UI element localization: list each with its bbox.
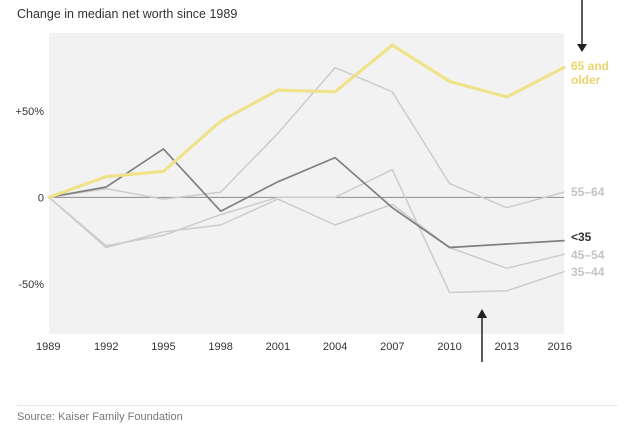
line-chart: +50% 0 -50% 1989 1992 1995 1998 2001 2004 2007 20… bbox=[16, 0, 609, 362]
series-line bbox=[48, 66, 565, 209]
x-tick-label: 2001 bbox=[266, 341, 290, 353]
x-tick-label: 2004 bbox=[323, 341, 347, 353]
series-line bbox=[48, 148, 565, 249]
y-tick-label: 0 bbox=[38, 192, 44, 204]
x-tick-label: 2013 bbox=[495, 341, 519, 353]
x-tick-label: 1995 bbox=[151, 341, 175, 353]
footer-divider bbox=[17, 405, 618, 406]
series-label: <35 bbox=[571, 230, 592, 244]
series-line bbox=[48, 168, 565, 294]
annotation-arrows bbox=[477, 0, 587, 362]
series-label: 35–44 bbox=[571, 265, 605, 279]
x-axis-tick-labels: 1989 1992 1995 1998 2001 2004 2007 2010 2013 2016 bbox=[36, 341, 572, 353]
arrow-up-head bbox=[477, 309, 487, 318]
x-tick-label: 2010 bbox=[437, 341, 461, 353]
series-line bbox=[48, 196, 565, 270]
source-note: Source: Kaiser Family Foundation bbox=[17, 411, 183, 423]
x-tick-label: 1992 bbox=[94, 341, 118, 353]
y-tick-label: +50% bbox=[16, 106, 45, 118]
y-tick-label: -50% bbox=[18, 279, 44, 291]
series-label: older bbox=[571, 73, 601, 87]
series-label: 55–64 bbox=[571, 185, 605, 199]
chart-title: Change in median net worth since 1989 bbox=[17, 7, 238, 21]
x-tick-label: 1989 bbox=[36, 341, 60, 353]
series-label: 65 and bbox=[571, 59, 609, 73]
x-tick-label: 2007 bbox=[380, 341, 404, 353]
series-line bbox=[47, 43, 566, 199]
series-lines bbox=[47, 43, 566, 294]
x-tick-label: 2016 bbox=[548, 341, 572, 353]
series-label: 45–54 bbox=[571, 248, 605, 262]
x-tick-label: 1998 bbox=[208, 341, 232, 353]
plot-background bbox=[49, 33, 564, 334]
arrow-down-head bbox=[577, 44, 587, 52]
y-axis-tick-labels: +50% 0 -50% bbox=[16, 106, 45, 291]
